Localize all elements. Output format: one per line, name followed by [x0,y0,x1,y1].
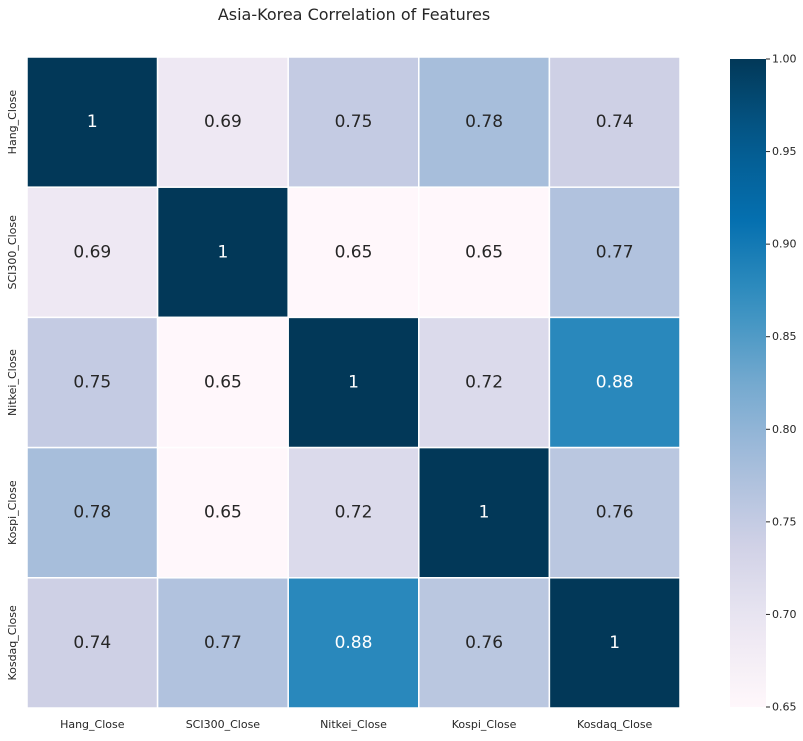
heatmap-cell [418,56,551,188]
cell-annotation: 0.69 [73,242,111,262]
cell-annotation: 0.74 [596,112,634,132]
cell-annotation: 1 [609,633,620,653]
heatmap-cell [26,446,159,579]
heatmap-cell [287,577,420,709]
cell-annotation: 0.72 [335,503,373,523]
cell-annotation: 0.74 [73,633,111,653]
heatmap-cell [548,577,681,709]
column-label: Hang_Close [60,718,125,731]
column-label: Kospi_Close [452,718,517,731]
heatmap-cell [548,186,681,319]
cell-annotation: 0.76 [596,503,634,523]
heatmap-cell [26,56,159,188]
cell-annotation: 0.77 [204,633,242,653]
row-label: Kospi_Close [6,480,19,545]
row-label: Hang_Close [6,90,19,155]
colorbar-tick-label: 0.90 [772,238,797,251]
colorbar-tick-label: 0.70 [772,608,797,621]
colorbar-ticks: 0.65 0.70 0.75 0.80 0.85 0.90 0.95 1.00 [766,53,797,714]
heatmap-cell [156,316,289,449]
heatmap-cell [287,316,420,449]
row-labels: Hang_Close SCI300_Close Nitkei_Close Kospi_… [6,90,19,681]
cell-annotation: 0.69 [204,112,242,132]
cell-annotation: 0.65 [465,242,503,262]
heatmap-cell [26,577,159,709]
heatmap-cell [156,56,289,188]
row-label: Nitkei_Close [6,349,19,416]
colorbar-tick-label: 0.80 [772,423,797,436]
colorbar [730,59,766,707]
cell-annotation: 0.76 [465,633,503,653]
heatmap-cells [26,56,681,709]
heatmap-cell [418,446,551,579]
cell-annotation: 0.75 [335,112,373,132]
colorbar-gradient [730,59,766,707]
chart-title: Asia-Korea Correlation of Features [218,5,490,24]
cell-annotation: 0.77 [596,242,634,262]
column-label: Nitkei_Close [320,718,387,731]
cell-annotation: 0.65 [335,242,373,262]
heatmap-cell [156,446,289,579]
cell-annotation: 1 [87,112,98,132]
heatmap-cell [418,316,551,449]
cell-annotation: 1 [217,242,228,262]
heatmap-annotations: 1 0.69 0.75 0.78 0.74 0.69 1 0.65 0.65 0.77 0.75 0.… [73,112,633,653]
cell-annotation: 0.78 [465,112,503,132]
heatmap-cell [156,577,289,709]
heatmap-cell [26,186,159,319]
cell-annotation: 0.75 [73,373,111,393]
cell-annotation: 1 [348,373,359,393]
colorbar-tick-label: 0.75 [772,515,797,528]
column-labels: Hang_Close SCI300_Close Nitkei_Close Kospi_… [60,718,652,731]
colorbar-tick-label: 0.95 [772,145,797,158]
heatmap-cell [548,56,681,188]
colorbar-tick-label: 1.00 [772,53,797,66]
column-label: SCI300_Close [186,718,261,731]
cell-annotation: 0.65 [204,373,242,393]
cell-annotation: 1 [479,503,490,523]
cell-annotation: 0.65 [204,503,242,523]
cell-annotation: 0.72 [465,373,503,393]
heatmap-cell [548,446,681,579]
cell-annotation: 0.78 [73,503,111,523]
colorbar-tick-label: 0.65 [772,701,797,714]
heatmap-cell [287,56,420,188]
row-label: Kosdaq_Close [6,605,19,681]
heatmap-cell [548,316,681,449]
colorbar-tick-label: 0.85 [772,330,797,343]
cell-annotation: 0.88 [596,373,634,393]
cell-annotation: 0.88 [335,633,373,653]
heatmap-cell [287,186,420,319]
row-label: SCI300_Close [6,215,19,290]
column-label: Kosdaq_Close [577,718,653,731]
heatmap-cell [287,446,420,579]
